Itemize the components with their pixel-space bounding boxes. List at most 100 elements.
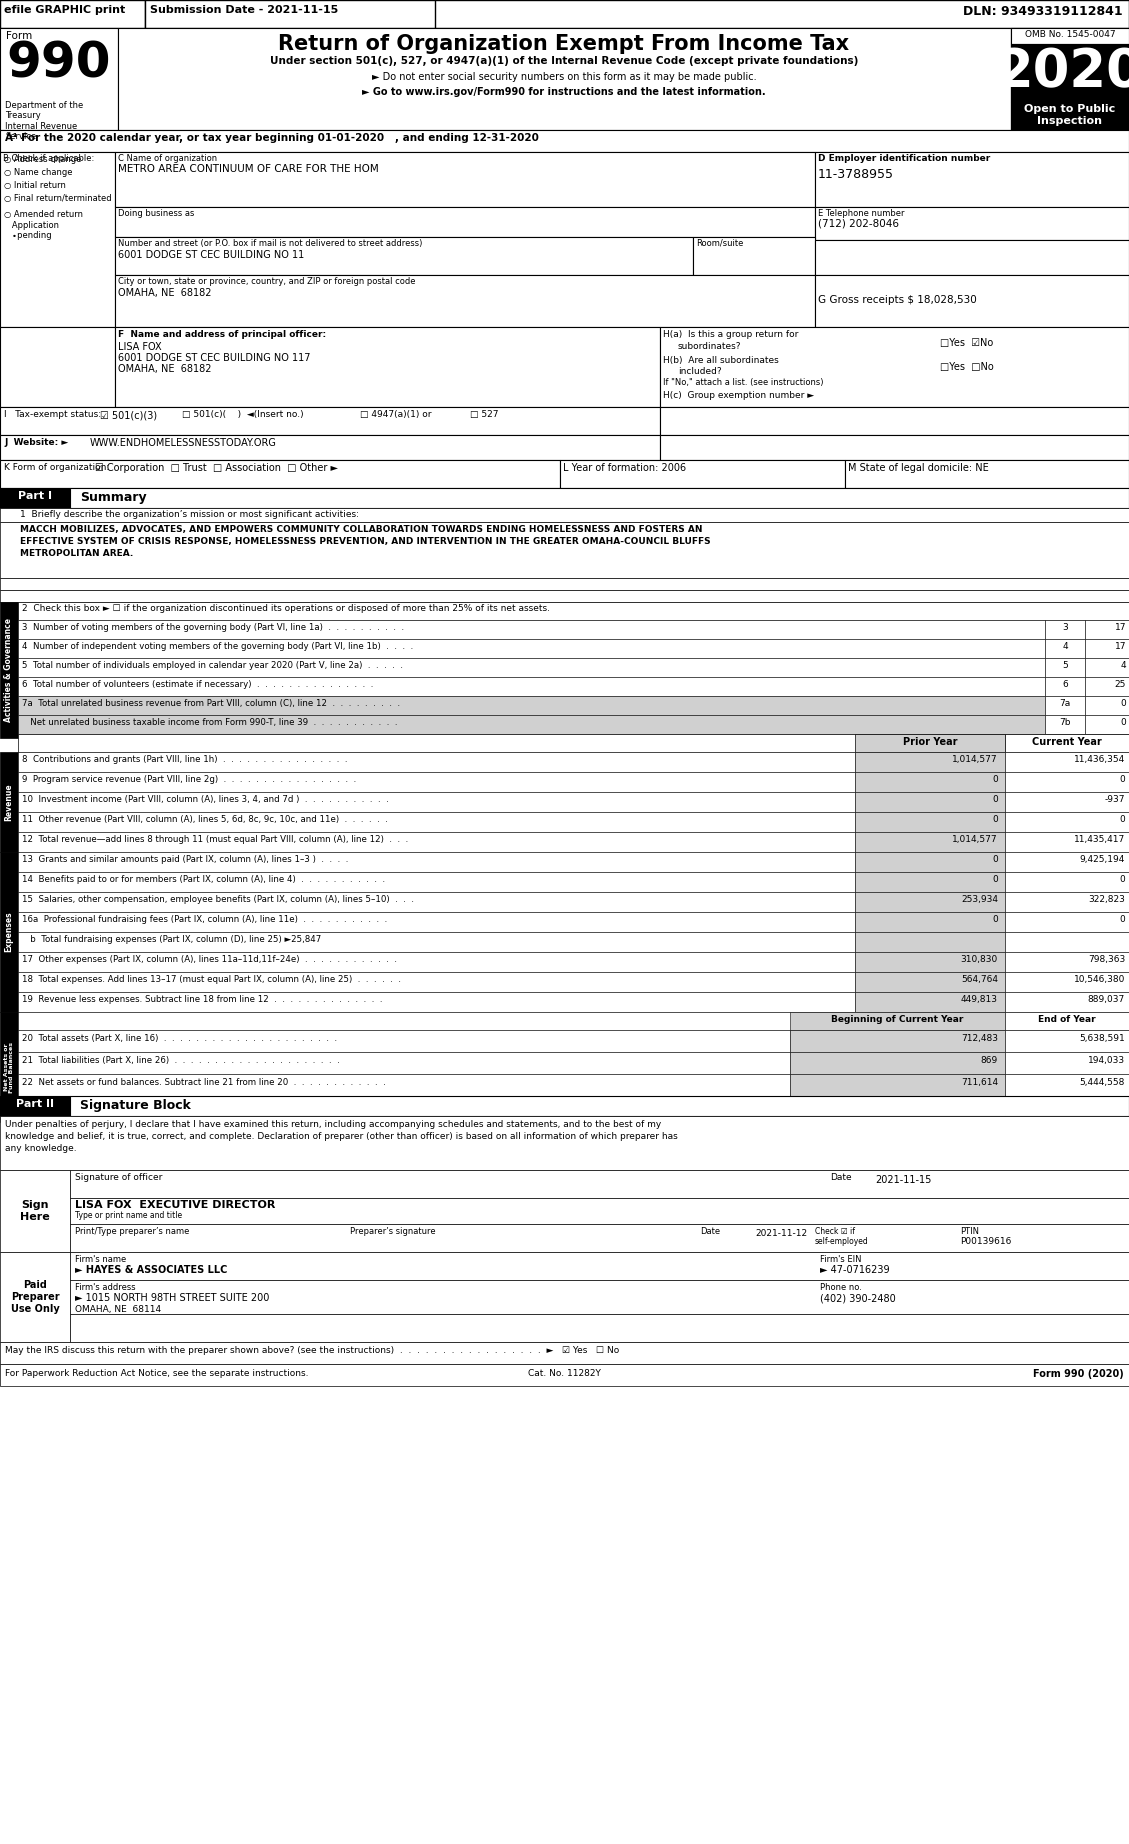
Bar (660, 408, 1129, 435)
Bar (1045, 715, 1085, 734)
Text: Department of the
Treasury
Internal Revenue
Service: Department of the Treasury Internal Reve… (5, 101, 84, 142)
Text: City or town, state or province, country, and ZIP or foreign postal code: City or town, state or province, country… (119, 277, 415, 286)
Text: Open to Public
Inspection: Open to Public Inspection (1024, 103, 1115, 125)
Bar (790, 1051, 1005, 1073)
Text: Current Year: Current Year (1032, 738, 1102, 747)
Bar (855, 892, 1005, 913)
Text: 7a: 7a (1059, 699, 1070, 708)
Bar (1005, 1031, 1129, 1051)
Text: 2021-11-15: 2021-11-15 (875, 1175, 931, 1186)
Bar (1085, 677, 1129, 695)
Text: 0: 0 (992, 856, 998, 865)
Bar (0, 1252, 70, 1342)
Text: □Yes  ☑No: □Yes ☑No (940, 337, 994, 349)
Text: 5,444,558: 5,444,558 (1079, 1079, 1124, 1086)
Text: 4: 4 (1120, 660, 1126, 669)
Bar (855, 811, 1005, 832)
Text: ∙pending: ∙pending (5, 230, 52, 240)
Bar (0, 577, 1129, 590)
Text: End of Year: End of Year (1039, 1014, 1096, 1023)
Bar (0, 1342, 1129, 1365)
Bar (855, 931, 1005, 952)
Bar (0, 590, 1129, 601)
Bar (1005, 972, 1129, 992)
Bar (18, 620, 1045, 640)
Text: MACCH MOBILIZES, ADVOCATES, AND EMPOWERS COMMUNITY COLLABORATION TOWARDS ENDING : MACCH MOBILIZES, ADVOCATES, AND EMPOWERS… (20, 526, 702, 535)
Text: 889,037: 889,037 (1087, 996, 1124, 1003)
Bar (1045, 658, 1085, 677)
Bar (1005, 1073, 1129, 1095)
Text: OMAHA, NE  68114: OMAHA, NE 68114 (75, 1306, 161, 1315)
Text: ○ Name change: ○ Name change (5, 168, 72, 177)
Text: METRO AREA CONTINUUM OF CARE FOR THE HOM: METRO AREA CONTINUUM OF CARE FOR THE HOM (119, 164, 378, 173)
Text: Part II: Part II (16, 1099, 54, 1108)
Text: If "No," attach a list. (see instructions): If "No," attach a list. (see instruction… (663, 378, 823, 387)
Text: 16a  Professional fundraising fees (Part IX, column (A), line 11e)  .  .  .  .  : 16a Professional fundraising fees (Part … (21, 915, 387, 924)
Text: Type or print name and title: Type or print name and title (75, 1212, 182, 1221)
Text: 0: 0 (992, 876, 998, 883)
Bar (18, 913, 855, 931)
Text: Net unrelated business taxable income from Form 990-T, line 39  .  .  .  .  .  .: Net unrelated business taxable income fr… (21, 717, 397, 727)
Text: Signature of officer: Signature of officer (75, 1173, 163, 1182)
Text: 0: 0 (1119, 774, 1124, 784)
Text: □Yes  □No: □Yes □No (940, 361, 994, 372)
Text: 0: 0 (1120, 699, 1126, 708)
Bar (18, 715, 1045, 734)
Bar (18, 872, 855, 892)
Bar (0, 1012, 18, 1121)
Bar (1005, 832, 1129, 852)
Bar (1010, 28, 1129, 129)
Bar (18, 734, 1129, 752)
Text: Net Assets or
Fund Balances: Net Assets or Fund Balances (3, 1042, 15, 1092)
Bar (1045, 695, 1085, 715)
Text: □ 527: □ 527 (470, 409, 499, 419)
Text: Prior Year: Prior Year (903, 738, 957, 747)
Text: 14  Benefits paid to or for members (Part IX, column (A), line 4)  .  .  .  .  .: 14 Benefits paid to or for members (Part… (21, 876, 385, 883)
Bar (790, 1012, 1005, 1031)
Text: Activities & Governance: Activities & Governance (5, 618, 14, 723)
Text: 17: 17 (1114, 623, 1126, 632)
Bar (0, 1169, 70, 1252)
Bar (0, 459, 560, 489)
Text: 25: 25 (1114, 680, 1126, 690)
Text: 20  Total assets (Part X, line 16)  .  .  .  .  .  .  .  .  .  .  .  .  .  .  . : 20 Total assets (Part X, line 16) . . . … (21, 1034, 338, 1044)
Bar (18, 773, 855, 793)
Text: 6001 DODGE ST CEC BUILDING NO 117: 6001 DODGE ST CEC BUILDING NO 117 (119, 352, 310, 363)
Text: Under section 501(c), 527, or 4947(a)(1) of the Internal Revenue Code (except pr: Under section 501(c), 527, or 4947(a)(1)… (270, 55, 858, 66)
Text: Firm's address: Firm's address (75, 1283, 135, 1293)
Text: H(c)  Group exemption number ►: H(c) Group exemption number ► (663, 391, 814, 400)
Bar (0, 129, 1129, 151)
Text: D Employer identification number: D Employer identification number (819, 155, 990, 162)
Text: any knowledge.: any knowledge. (5, 1143, 77, 1152)
Text: Signature Block: Signature Block (80, 1099, 191, 1112)
Bar (0, 1116, 1129, 1169)
Bar (660, 435, 1129, 459)
Text: WWW.ENDHOMELESSNESSTODAY.ORG: WWW.ENDHOMELESSNESSTODAY.ORG (90, 439, 277, 448)
Text: □ 501(c)(    )  ◄(Insert no.): □ 501(c)( ) ◄(Insert no.) (182, 409, 304, 419)
Text: b  Total fundraising expenses (Part IX, column (D), line 25) ►25,847: b Total fundraising expenses (Part IX, c… (21, 935, 322, 944)
Text: 310,830: 310,830 (961, 955, 998, 964)
Text: F  Name and address of principal officer:: F Name and address of principal officer: (119, 330, 326, 339)
Bar (70, 1280, 1129, 1315)
Bar (70, 1315, 1129, 1342)
Text: P00139616: P00139616 (960, 1237, 1012, 1247)
Bar (1005, 811, 1129, 832)
Bar (0, 1095, 70, 1116)
Text: 19  Revenue less expenses. Subtract line 18 from line 12  .  .  .  .  .  .  .  .: 19 Revenue less expenses. Subtract line … (21, 996, 383, 1003)
Text: ► 47-0716239: ► 47-0716239 (820, 1265, 890, 1274)
Text: 0: 0 (992, 774, 998, 784)
Text: (402) 390-2480: (402) 390-2480 (820, 1293, 895, 1304)
Bar (815, 275, 1129, 326)
Text: 869: 869 (981, 1057, 998, 1066)
Text: Date: Date (700, 1226, 720, 1235)
Text: C Name of organization: C Name of organization (119, 155, 217, 162)
Text: OMAHA, NE  68182: OMAHA, NE 68182 (119, 288, 211, 299)
Text: Sign
Here: Sign Here (20, 1200, 50, 1223)
Bar (855, 913, 1005, 931)
Text: 0: 0 (992, 795, 998, 804)
Bar (815, 151, 1129, 207)
Text: 990: 990 (6, 41, 111, 89)
Text: G Gross receipts $ 18,028,530: G Gross receipts $ 18,028,530 (819, 295, 977, 304)
Bar (1045, 677, 1085, 695)
Text: Cat. No. 11282Y: Cat. No. 11282Y (527, 1368, 601, 1377)
